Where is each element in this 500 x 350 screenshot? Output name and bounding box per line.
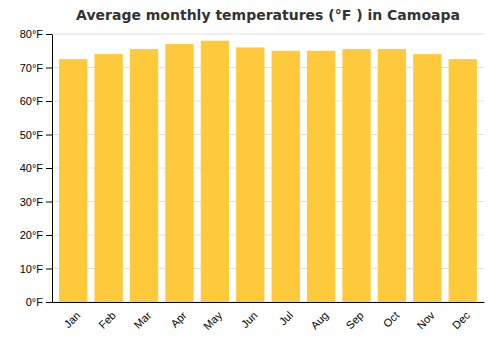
y-tick-label: 0°F bbox=[26, 296, 44, 308]
x-tick-label: Jan bbox=[62, 309, 83, 330]
x-tick: Mar bbox=[132, 309, 154, 331]
x-tick: May bbox=[201, 309, 225, 333]
y-tick: 0°F bbox=[26, 296, 52, 308]
bar bbox=[236, 47, 264, 302]
y-tick-label: 50°F bbox=[20, 129, 44, 141]
x-tick-label: Feb bbox=[96, 309, 118, 331]
x-tick: Nov bbox=[414, 309, 437, 332]
x-axis-line bbox=[53, 302, 485, 303]
y-tick-mark bbox=[46, 68, 52, 69]
title: Average monthly temperatures (°F ) in Ca… bbox=[76, 7, 460, 23]
y-tick-mark bbox=[46, 168, 52, 169]
bar bbox=[272, 51, 300, 302]
x-tick-label: Apr bbox=[168, 309, 189, 330]
y-tick-label: 30°F bbox=[20, 196, 44, 208]
bar bbox=[94, 54, 122, 302]
x-tick: Feb bbox=[96, 309, 118, 331]
bar bbox=[449, 59, 477, 302]
y-tick-mark bbox=[46, 135, 52, 136]
x-tick-label: Nov bbox=[414, 309, 437, 332]
y-tick: 60°F bbox=[20, 95, 52, 107]
x-tick-label: Jun bbox=[239, 309, 260, 330]
chart: Jan Feb Mar Apr May Jun Jul Aug Sep Oct Nov Dec 0°F 1… bbox=[0, 0, 500, 350]
x-tick: Jan bbox=[62, 309, 83, 330]
x-tick: Jun bbox=[239, 309, 260, 330]
y-axis-line bbox=[52, 35, 53, 303]
y-tick-label: 80°F bbox=[20, 28, 44, 40]
bar bbox=[165, 44, 193, 302]
y-tick: 80°F bbox=[20, 28, 52, 40]
x-axis: Jan Feb Mar Apr May Jun Jul Aug Sep Oct Nov Dec bbox=[53, 303, 485, 333]
y-tick-mark bbox=[46, 101, 52, 102]
bar bbox=[307, 51, 335, 302]
x-tick-label: Jul bbox=[277, 309, 295, 327]
bar bbox=[201, 41, 229, 302]
y-tick: 30°F bbox=[20, 196, 52, 208]
bar bbox=[342, 49, 370, 302]
y-tick-mark bbox=[46, 302, 52, 303]
grid-line bbox=[52, 34, 484, 35]
y-tick-label: 20°F bbox=[20, 229, 44, 241]
x-tick-label: Aug bbox=[308, 309, 330, 331]
y-tick-mark bbox=[46, 34, 52, 35]
y-tick-mark bbox=[46, 235, 52, 236]
x-tick-label: Mar bbox=[132, 309, 154, 331]
x-tick-label: Oct bbox=[381, 309, 402, 330]
y-tick-mark bbox=[46, 269, 52, 270]
x-tick-label: May bbox=[201, 309, 225, 333]
bar bbox=[130, 49, 158, 302]
x-tick: Aug bbox=[308, 309, 330, 331]
y-tick-label: 40°F bbox=[20, 162, 44, 174]
y-tick: 50°F bbox=[20, 129, 52, 141]
y-tick: 70°F bbox=[20, 62, 52, 74]
x-tick: Jul bbox=[277, 309, 295, 327]
y-tick: 40°F bbox=[20, 162, 52, 174]
bar bbox=[413, 54, 441, 302]
y-tick: 20°F bbox=[20, 229, 52, 241]
x-tick: Oct bbox=[381, 309, 402, 330]
x-tick-label: Dec bbox=[450, 309, 473, 332]
bars bbox=[59, 41, 477, 302]
x-tick: Sep bbox=[344, 309, 366, 331]
bar bbox=[59, 59, 87, 302]
y-tick-label: 10°F bbox=[20, 263, 44, 275]
y-tick-label: 60°F bbox=[20, 95, 44, 107]
y-tick-label: 70°F bbox=[20, 62, 44, 74]
x-tick: Apr bbox=[168, 309, 189, 330]
bar bbox=[378, 49, 406, 302]
grid bbox=[52, 34, 484, 302]
y-tick-mark bbox=[46, 202, 52, 203]
y-axis: 0°F 10°F 20°F 30°F 40°F 50°F 60°F 70°F 80°F bbox=[20, 28, 53, 308]
x-tick-label: Sep bbox=[344, 309, 366, 331]
y-tick: 10°F bbox=[20, 263, 52, 275]
plot: Jan Feb Mar Apr May Jun Jul Aug Sep Oct Nov Dec 0°F 1… bbox=[20, 28, 485, 332]
x-tick: Dec bbox=[450, 309, 473, 332]
